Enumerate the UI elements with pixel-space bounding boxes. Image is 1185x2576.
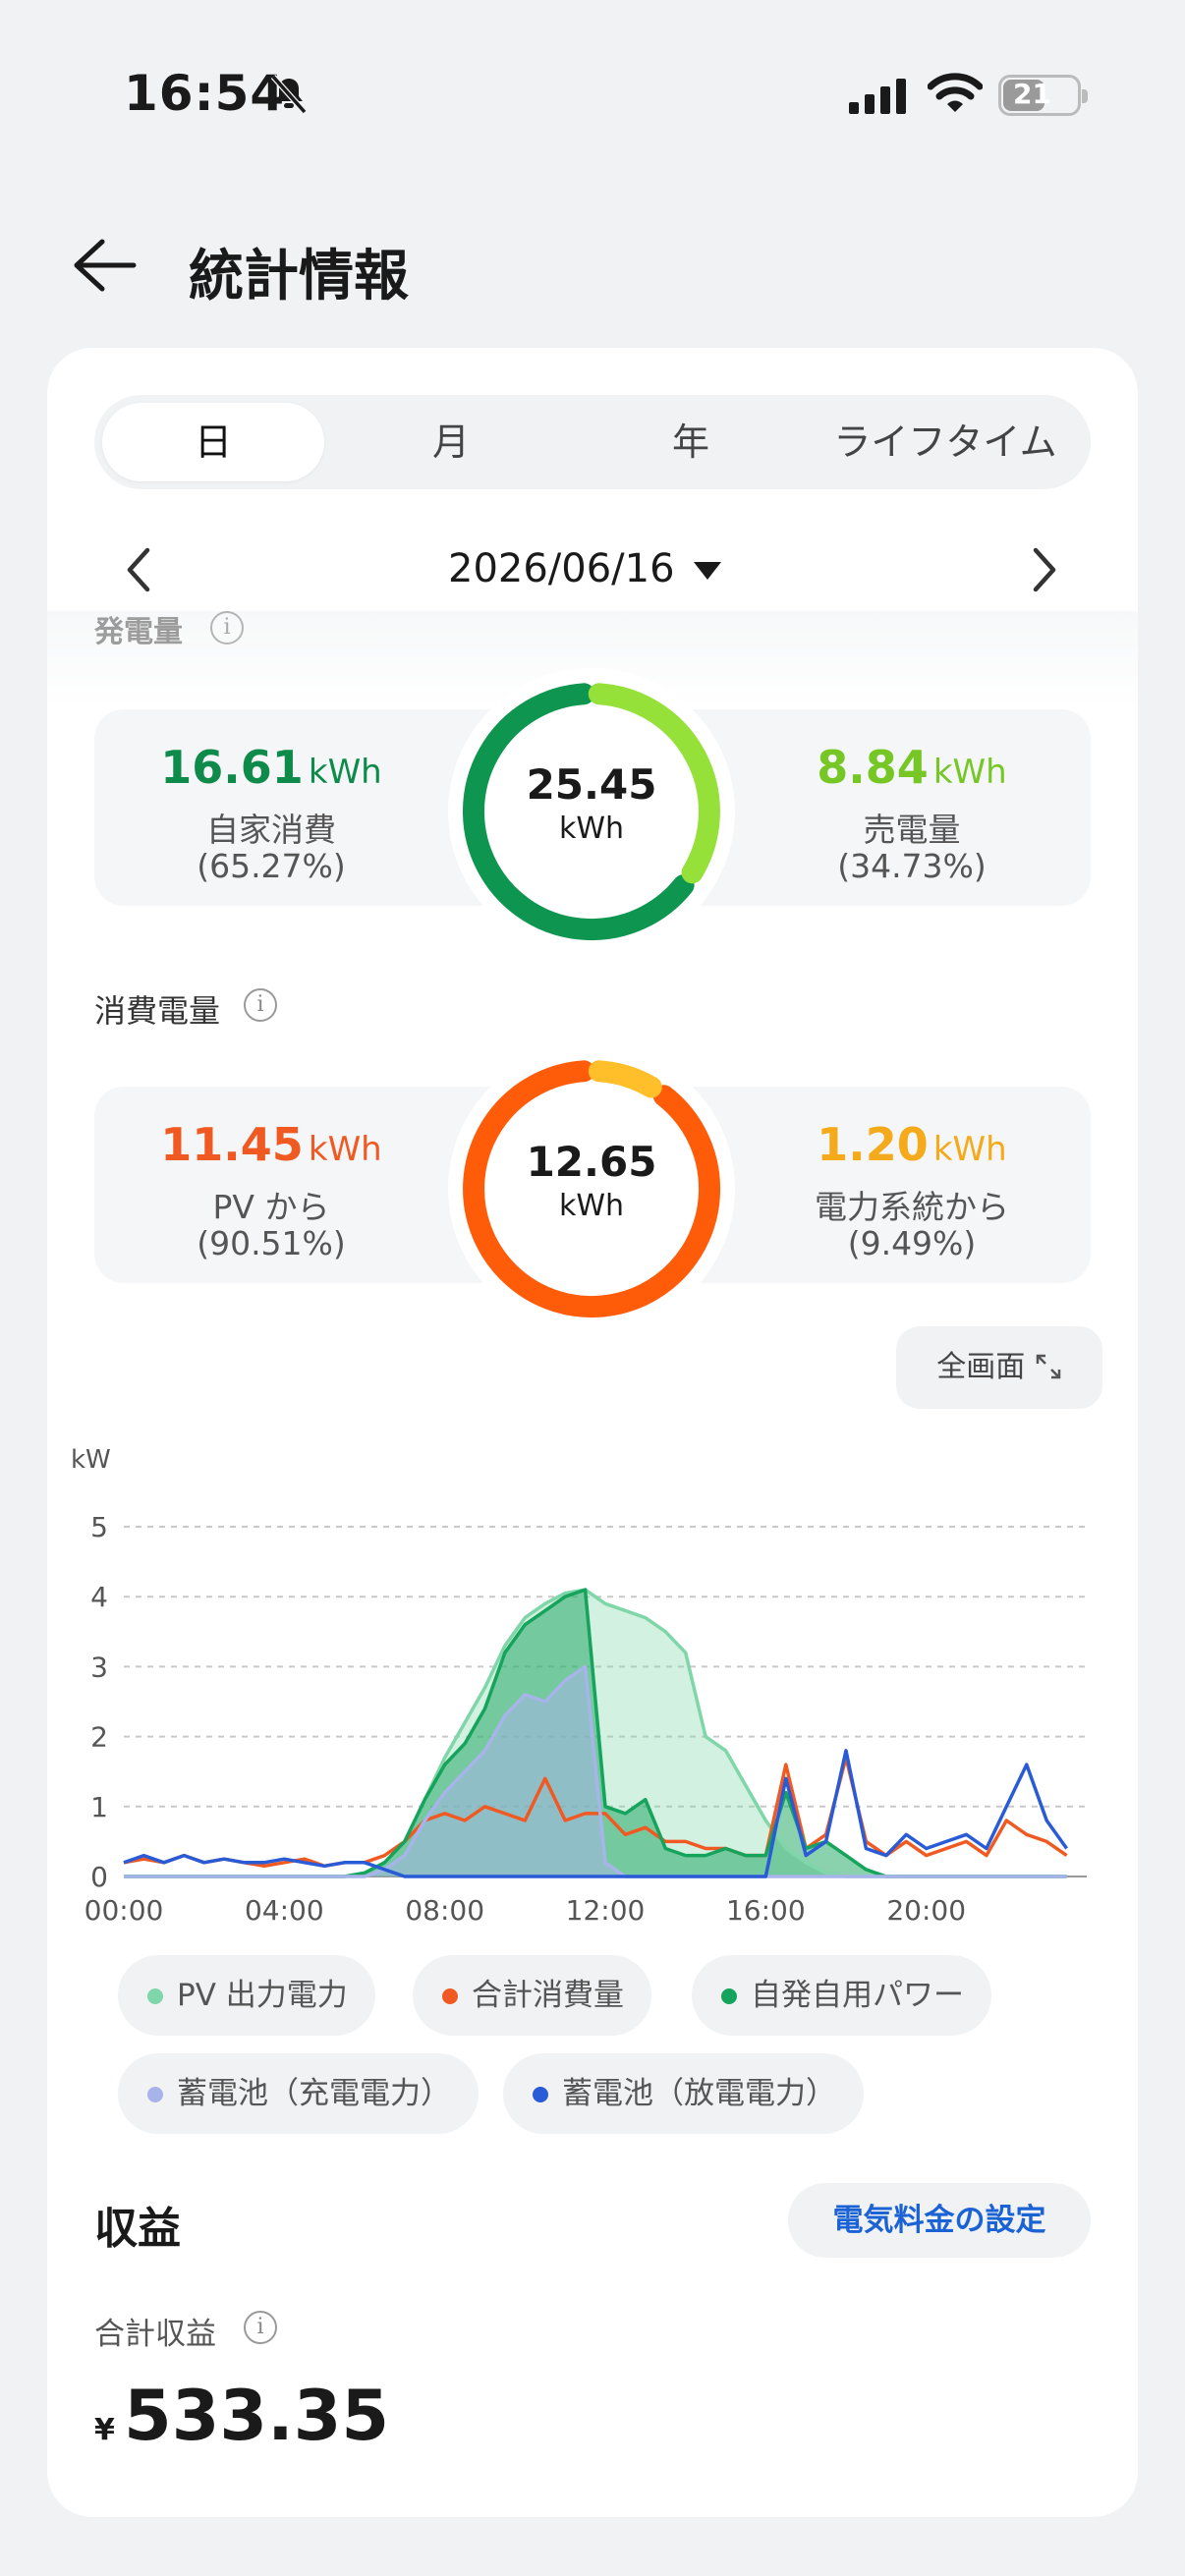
generation-info-icon[interactable]: i: [210, 611, 244, 644]
consumption-title: 消費電量: [94, 992, 221, 1030]
legend-pv-output[interactable]: PV 出力電力: [118, 1955, 375, 2036]
self-consumption-value: 16.61: [160, 741, 304, 794]
self-consumption-unit: kWh: [308, 753, 382, 792]
cellular-signal-icon: [849, 79, 906, 114]
from-grid-label: 電力系統から: [815, 1188, 1009, 1226]
prev-date-chevron-icon[interactable]: [118, 542, 161, 597]
legend-label: 合計消費量: [472, 1978, 624, 2013]
consumption-total-unit: kWh: [558, 1189, 625, 1223]
battery-level: 21: [1013, 78, 1051, 110]
x-tick-label: 00:00: [85, 1894, 164, 1926]
generation-total-value: 25.45: [526, 760, 657, 809]
consumption-ring: [448, 1045, 735, 1332]
consumption-total-value: 12.65: [526, 1138, 657, 1186]
from-grid-unit: kWh: [932, 1130, 1007, 1169]
legend-dot: [442, 1988, 458, 2004]
battery-icon: 21: [998, 75, 1088, 116]
x-tick-label: 08:00: [405, 1894, 484, 1926]
consumption-info-icon[interactable]: i: [244, 988, 277, 1022]
legend-self-use[interactable]: 自発自用パワー: [692, 1955, 991, 2036]
x-tick-label: 04:00: [245, 1894, 324, 1926]
sold-power-label: 売電量: [863, 811, 961, 849]
self-consumption-percent: (65.27%): [197, 847, 346, 885]
y-tick-label: 3: [90, 1651, 108, 1683]
from-grid-percent: (9.49%): [847, 1224, 977, 1262]
back-arrow-icon[interactable]: [69, 236, 141, 295]
legend-label: PV 出力電力: [177, 1978, 348, 2013]
y-tick-label: 0: [90, 1861, 108, 1893]
generation-title: 発電量: [94, 615, 183, 649]
tab-lifetime[interactable]: ライフタイム: [833, 420, 1057, 464]
series-line: [123, 1749, 1069, 1878]
revenue-title: 収益: [94, 2204, 181, 2254]
total-revenue-value: 533.35: [124, 2376, 390, 2456]
from-pv-value: 11.45: [160, 1118, 304, 1171]
self-consumption-label: 自家消費: [206, 811, 336, 849]
generation-ring: [448, 668, 735, 955]
legend-dot: [147, 1988, 163, 2004]
legend-label: 蓄電池（放電電力）: [562, 2076, 836, 2111]
electricity-rate-settings-button[interactable]: 電気料金の設定: [788, 2183, 1091, 2258]
y-tick-label: 5: [90, 1511, 108, 1543]
total-revenue-label: 合計収益: [94, 2317, 216, 2352]
revenue-info-icon[interactable]: i: [244, 2311, 277, 2344]
bell-muted-icon: [270, 75, 308, 114]
consumption-pv-arc: [463, 1060, 721, 1318]
status-time: 16:54: [124, 65, 286, 122]
x-tick-label: 12:00: [566, 1894, 646, 1926]
legend-label: 自発自用パワー: [751, 1978, 964, 2013]
series-area: [124, 1590, 1067, 1876]
currency-symbol: ¥: [94, 2413, 115, 2447]
legend-battery-charge[interactable]: 蓄電池（充電電力）: [118, 2053, 479, 2134]
from-grid-stat: 1.20 kWh: [735, 1118, 1089, 1171]
y-axis-unit: kW: [71, 1445, 111, 1475]
date-picker[interactable]: 2026/06/16: [448, 546, 675, 591]
generation-sold-arc: [588, 683, 720, 884]
legend-dot: [533, 2087, 548, 2102]
next-date-chevron-icon[interactable]: [1022, 542, 1065, 597]
power-chart[interactable]: kW 0 1 2 3 4 5 00:00 04:00 08:00 12:00 16:00 20:00: [59, 1434, 1100, 1926]
y-tick-label: 1: [90, 1791, 108, 1823]
wifi-icon: [928, 73, 983, 112]
sold-power-value: 8.84: [817, 741, 929, 794]
legend-dot: [721, 1988, 737, 2004]
legend-total-consumption[interactable]: 合計消費量: [413, 1955, 651, 2036]
tab-day[interactable]: 日: [102, 403, 324, 481]
from-pv-stat: 11.45 kWh: [94, 1118, 448, 1171]
generation-self-arc: [462, 683, 695, 941]
legend-label: 蓄電池（充電電力）: [177, 2076, 451, 2111]
from-pv-percent: (90.51%): [197, 1224, 346, 1262]
dropdown-triangle-icon[interactable]: [692, 560, 723, 582]
tab-month[interactable]: 月: [431, 420, 470, 464]
fullscreen-button[interactable]: 全画面: [896, 1326, 1102, 1409]
x-tick-label: 16:00: [726, 1894, 806, 1926]
tab-year[interactable]: 年: [671, 420, 709, 464]
sold-power-stat: 8.84 kWh: [735, 741, 1089, 794]
consumption-grid-arc: [588, 1060, 662, 1098]
expand-icon: [1036, 1354, 1061, 1379]
x-tick-label: 20:00: [886, 1894, 966, 1926]
self-consumption-stat: 16.61 kWh: [94, 741, 448, 794]
y-tick-label: 2: [90, 1721, 108, 1754]
from-pv-label: PV から: [212, 1188, 330, 1226]
series-line: [124, 1664, 1067, 1878]
period-tabs: 日 月 年 ライフタイム: [94, 395, 1091, 489]
fullscreen-label: 全画面: [936, 1350, 1026, 1384]
sold-power-percent: (34.73%): [837, 847, 987, 885]
from-grid-value: 1.20: [817, 1118, 929, 1171]
y-tick-label: 4: [90, 1581, 108, 1613]
legend-battery-discharge[interactable]: 蓄電池（放電電力）: [503, 2053, 864, 2134]
from-pv-unit: kWh: [308, 1130, 382, 1169]
series-line: [123, 1756, 1068, 1869]
sold-power-unit: kWh: [932, 753, 1007, 792]
generation-total-unit: kWh: [558, 812, 625, 846]
page-title: 統計情報: [189, 245, 409, 308]
legend-dot: [147, 2087, 163, 2102]
